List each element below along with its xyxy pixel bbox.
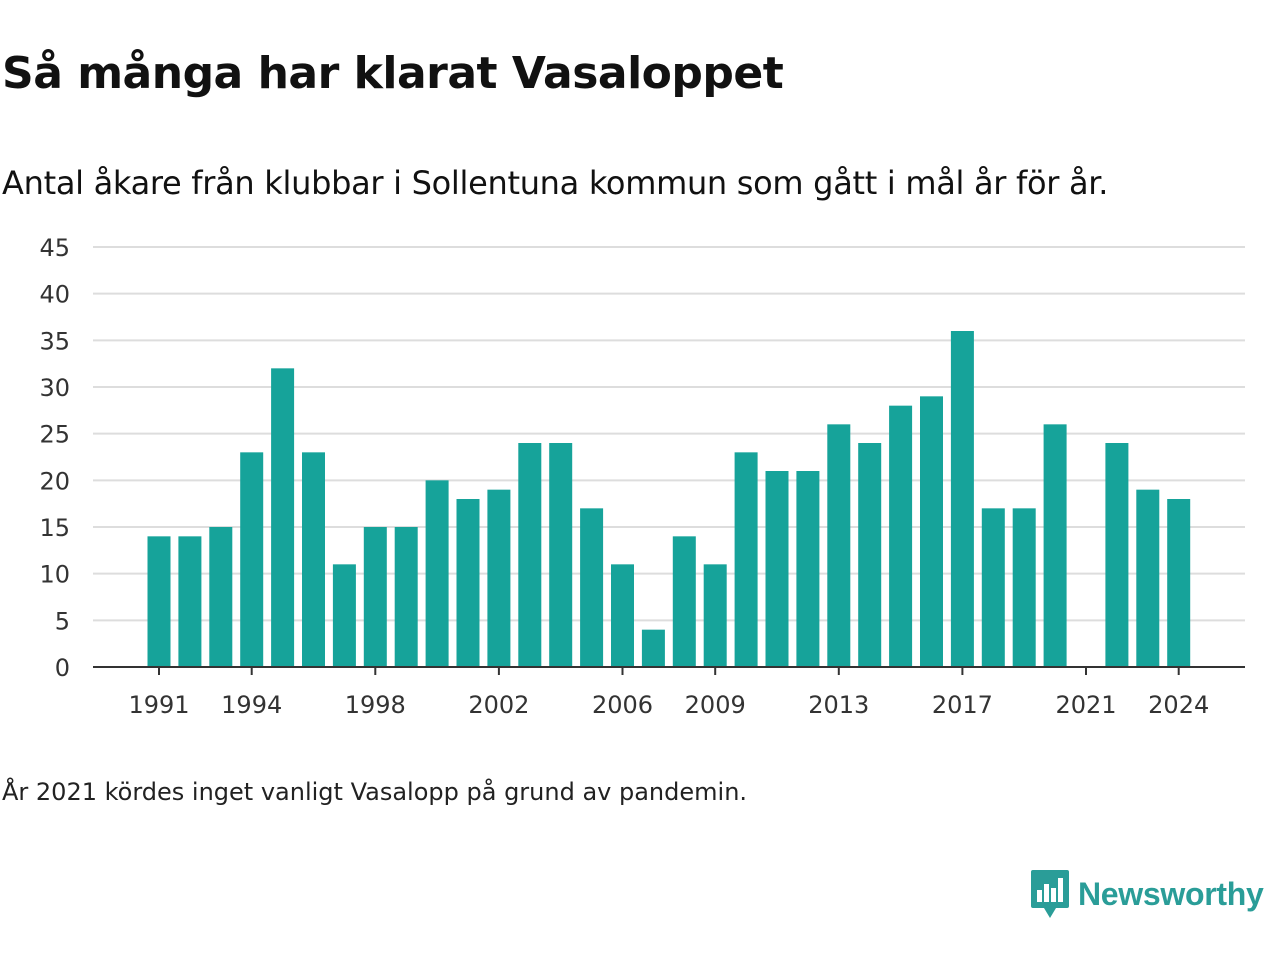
x-tick-label: 2002 bbox=[468, 691, 529, 719]
x-tick-label: 2009 bbox=[685, 691, 746, 719]
bar bbox=[549, 443, 573, 667]
bar bbox=[580, 508, 604, 667]
bar bbox=[920, 396, 943, 667]
y-tick-label: 5 bbox=[55, 607, 70, 635]
y-tick-label: 30 bbox=[39, 374, 70, 402]
chart-title: Så många har klarat Vasaloppet bbox=[2, 48, 784, 99]
y-tick-label: 10 bbox=[39, 561, 70, 589]
bar bbox=[611, 564, 634, 667]
bar bbox=[1136, 489, 1160, 667]
bar bbox=[456, 499, 480, 667]
x-tick-label: 1998 bbox=[345, 691, 406, 719]
x-tick-label: 1994 bbox=[221, 691, 282, 719]
bar bbox=[178, 536, 202, 667]
chart-subtitle: Antal åkare från klubbar i Sollentuna ko… bbox=[2, 164, 1109, 202]
y-tick-label: 45 bbox=[39, 234, 70, 262]
newsworthy-logo-icon bbox=[1031, 870, 1069, 918]
bar bbox=[1167, 499, 1191, 667]
brand-logo: Newsworthy bbox=[1030, 868, 1264, 920]
bar bbox=[209, 527, 233, 667]
bar bbox=[363, 527, 387, 667]
bar bbox=[1105, 443, 1129, 667]
bar bbox=[672, 536, 696, 667]
bar bbox=[827, 424, 851, 667]
y-tick-label: 20 bbox=[39, 467, 70, 495]
bar bbox=[1012, 508, 1036, 667]
y-tick-label: 0 bbox=[55, 654, 70, 682]
x-tick-label: 2013 bbox=[808, 691, 869, 719]
x-tick-label: 2021 bbox=[1055, 691, 1116, 719]
bar bbox=[950, 331, 974, 667]
y-tick-label: 15 bbox=[39, 514, 70, 542]
bar bbox=[240, 452, 264, 667]
bar bbox=[796, 471, 820, 667]
y-tick-label: 35 bbox=[39, 327, 70, 355]
bar bbox=[302, 452, 325, 667]
bar bbox=[1043, 424, 1067, 667]
bar bbox=[271, 368, 295, 667]
bar bbox=[734, 452, 758, 667]
bar bbox=[703, 564, 727, 667]
brand-name: Newsworthy bbox=[1078, 875, 1264, 912]
bar bbox=[765, 471, 789, 667]
bar bbox=[147, 536, 171, 667]
bar bbox=[889, 405, 913, 667]
x-tick-label: 2024 bbox=[1148, 691, 1209, 719]
bar bbox=[487, 489, 511, 667]
footnote: År 2021 kördes inget vanligt Vasalopp på… bbox=[2, 778, 748, 806]
x-tick-label: 2017 bbox=[932, 691, 993, 719]
bar bbox=[394, 527, 418, 667]
bar bbox=[425, 480, 449, 667]
y-tick-label: 25 bbox=[39, 421, 70, 449]
bar bbox=[518, 443, 542, 667]
x-tick-label: 2006 bbox=[592, 691, 653, 719]
x-tick-label: 1991 bbox=[128, 691, 189, 719]
y-tick-label: 40 bbox=[39, 281, 70, 309]
bar bbox=[641, 629, 665, 667]
bar-chart: 0 5 10 15 20 25 30 35 40 45 1991 1994 1998 2002 2006 20… bbox=[39, 234, 1245, 719]
bar bbox=[332, 564, 356, 667]
bar bbox=[858, 443, 882, 667]
bar bbox=[981, 508, 1005, 667]
